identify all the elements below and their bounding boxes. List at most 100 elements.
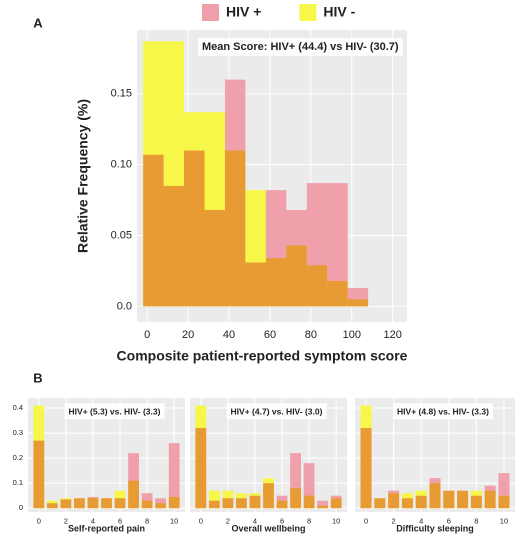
x-tick-label: 2: [392, 516, 396, 525]
x-tick-label: 120: [384, 329, 402, 341]
bar: [374, 498, 386, 509]
y-tick-label: 0: [19, 503, 23, 512]
histogram-bar: [306, 265, 328, 307]
bar: [290, 488, 301, 509]
bar: [415, 490, 427, 509]
histogram-bar: [265, 258, 287, 307]
bar: [498, 495, 510, 509]
histogram-bar: [224, 150, 246, 307]
panel-label: A: [33, 15, 43, 30]
x-tick-label: 0: [37, 516, 41, 525]
panel-label: B: [33, 370, 42, 385]
x-tick-label: 2: [64, 516, 68, 525]
x-axis-title: Overall wellbeing: [231, 523, 305, 533]
bar: [401, 493, 413, 509]
x-tick-label: 40: [223, 329, 235, 341]
x-tick-label: 4: [91, 516, 95, 525]
annotation: HIV+ (4.7) vs. HIV- (3.0): [231, 406, 323, 416]
bar: [155, 503, 167, 509]
bars: [360, 405, 510, 509]
y-tick-label: 0.2: [13, 453, 23, 462]
bar: [141, 500, 153, 509]
histogram-bar: [184, 112, 205, 307]
histogram-bar: [163, 41, 185, 307]
bar: [236, 493, 247, 509]
y-tick-label: 0.1: [13, 478, 23, 487]
bar: [168, 443, 180, 509]
bar: [276, 500, 288, 509]
bar: [101, 498, 112, 509]
bars: [33, 405, 180, 509]
bar: [263, 478, 274, 509]
histogram-bar: [327, 280, 348, 307]
bar: [128, 480, 139, 509]
y-tick-label: 0.05: [111, 229, 132, 241]
x-tick-label: 8: [307, 516, 311, 525]
x-tick-label: 10: [500, 516, 508, 525]
x-tick-label: 0: [364, 516, 368, 525]
y-axis-title: Relative Frequency (%): [75, 99, 91, 253]
legend-label: HIV -: [323, 4, 355, 20]
x-tick-label: 4: [253, 516, 257, 525]
legend-label: HIV +: [226, 4, 261, 20]
bar: [290, 453, 301, 509]
annotation-box: [393, 403, 494, 420]
bar: [195, 405, 207, 509]
y-tick-label: 0.0: [117, 300, 132, 312]
bar: [46, 500, 58, 509]
bar: [317, 500, 329, 509]
y-tick-label: 0.15: [111, 88, 132, 100]
histogram-bar: [245, 190, 266, 307]
legend-swatch: [202, 4, 219, 21]
bar: [114, 490, 126, 509]
x-tick-label: 6: [118, 516, 122, 525]
x-tick-label: 60: [264, 329, 276, 341]
bars: [195, 405, 342, 509]
bar: [388, 493, 400, 509]
bar: [74, 498, 85, 509]
bar: [249, 493, 261, 509]
x-tick-label: 10: [170, 516, 178, 525]
bar: [303, 463, 315, 509]
y-tick-label: 0.4: [13, 403, 23, 412]
bar: [470, 490, 482, 509]
histogram-bar: [327, 183, 348, 307]
annotation: HIV+ (5.3) vs. HIV- (3.3): [69, 406, 161, 416]
bar: [443, 490, 455, 509]
annotation: HIV+ (4.8) vs. HIV- (3.3): [397, 406, 489, 416]
x-axis-title: Composite patient-reported symptom score: [117, 348, 408, 364]
x-tick-label: 8: [145, 516, 149, 525]
x-tick-label: 0: [199, 516, 203, 525]
x-tick-label: 2: [226, 516, 230, 525]
bar: [498, 473, 510, 509]
x-tick-label: 8: [474, 516, 478, 525]
histogram-bar: [204, 112, 225, 307]
bar: [484, 490, 496, 509]
bar: [33, 405, 45, 509]
histogram-bar: [347, 299, 369, 307]
x-axis-title: Difficulty sleeping: [396, 523, 474, 533]
bar: [360, 405, 372, 509]
bar: [330, 498, 342, 509]
x-tick-label: 6: [280, 516, 284, 525]
x-tick-label: 0: [144, 329, 150, 341]
bar: [168, 496, 180, 509]
bar: [60, 498, 72, 509]
annotation-box: [64, 403, 165, 420]
annotation-box: [226, 403, 327, 420]
annotation-box: [198, 37, 403, 56]
bar: [317, 505, 329, 509]
x-axis-title: Self-reported pain: [68, 523, 145, 533]
legend-swatch: [299, 4, 317, 21]
x-tick-label: 4: [419, 516, 423, 525]
bar: [429, 483, 441, 509]
bar: [457, 490, 469, 509]
annotation: Mean Score: HIV+ (44.4) vs HIV- (30.7): [202, 41, 399, 53]
bar: [87, 498, 99, 509]
x-tick-label: 6: [447, 516, 451, 525]
histogram-bar: [286, 245, 307, 307]
y-tick-label: 0.10: [111, 159, 132, 171]
x-tick-label: 20: [182, 329, 194, 341]
